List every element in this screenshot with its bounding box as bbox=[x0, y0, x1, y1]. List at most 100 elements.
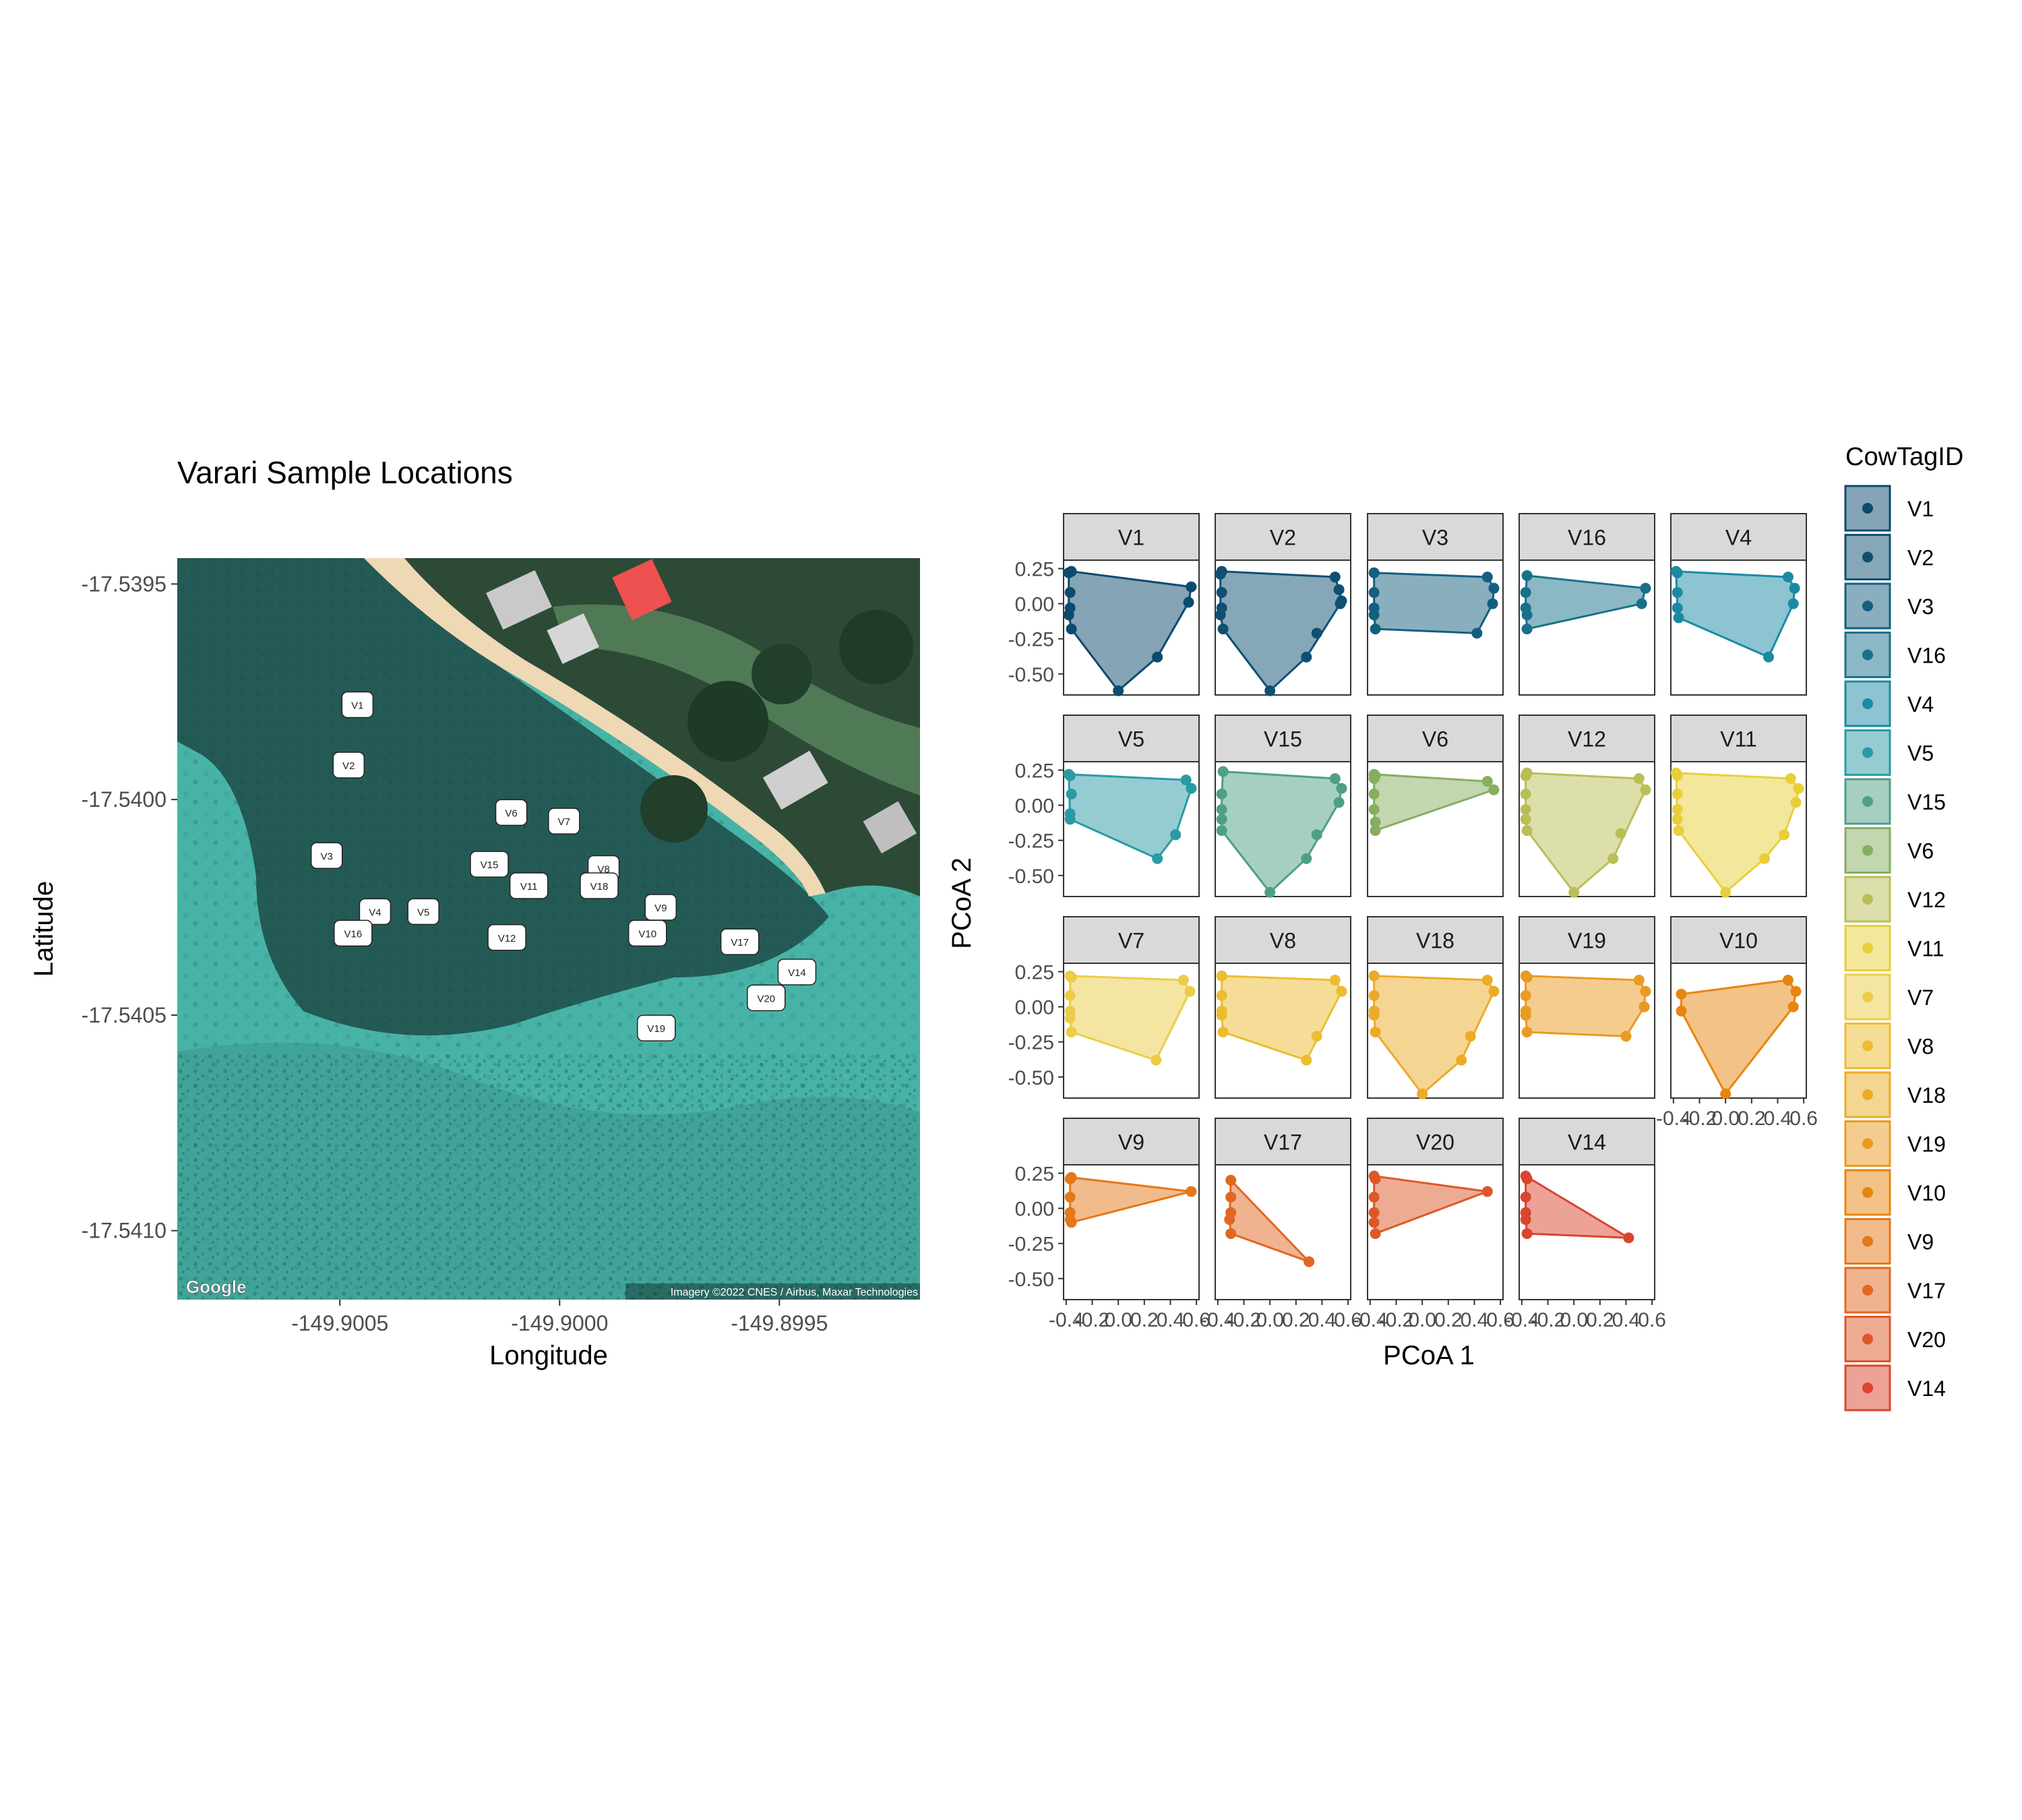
point-v18 bbox=[1456, 1055, 1467, 1066]
legend-item-v10: V10 bbox=[1845, 1170, 1946, 1215]
map-label-text: V16 bbox=[344, 928, 362, 940]
point-v8 bbox=[1217, 990, 1227, 1001]
map-label-text: V19 bbox=[647, 1023, 665, 1035]
point-v11 bbox=[1672, 789, 1683, 799]
map-label-text: V6 bbox=[505, 808, 517, 819]
point-v11 bbox=[1785, 773, 1796, 784]
point-v11 bbox=[1720, 887, 1731, 898]
point-v10 bbox=[1720, 1089, 1731, 1099]
point-v20 bbox=[1369, 1207, 1380, 1218]
point-v17 bbox=[1225, 1228, 1236, 1239]
point-v17 bbox=[1225, 1192, 1236, 1203]
legend-item-v19: V19 bbox=[1845, 1122, 1946, 1166]
map-attribution: Imagery ©2022 CNES / Airbus, Maxar Techn… bbox=[671, 1287, 918, 1298]
facet-v9: V9 0.25 0.00 -0.25 -0.50 -0.4-0.20.00.20.40.6 bbox=[1008, 1118, 1211, 1331]
y-tick-label: 0.00 bbox=[1015, 594, 1054, 616]
facet-v7: V70.250.00-0.25-0.50 bbox=[1008, 917, 1199, 1098]
point-v6 bbox=[1369, 773, 1380, 784]
point-v14 bbox=[1521, 1214, 1531, 1225]
point-v12 bbox=[1521, 804, 1531, 815]
y-tick-label: -0.50 bbox=[1008, 1269, 1054, 1291]
map-label-v9: V9 bbox=[645, 894, 676, 920]
point-v4 bbox=[1783, 572, 1794, 582]
map-panel: Varari Sample Locations Google Imagery ©… bbox=[29, 455, 920, 1370]
legend-label: V19 bbox=[1907, 1132, 1946, 1157]
map-label-text: V15 bbox=[481, 859, 499, 871]
point-v18 bbox=[1417, 1089, 1428, 1099]
point-v12 bbox=[1640, 785, 1651, 795]
map-label-v17: V17 bbox=[721, 929, 759, 954]
point-v17 bbox=[1224, 1214, 1235, 1225]
x-tick-label: 0.2 bbox=[1738, 1108, 1766, 1130]
legend-key-point bbox=[1862, 1089, 1873, 1100]
point-v1 bbox=[1186, 582, 1196, 593]
point-v3 bbox=[1369, 568, 1380, 578]
point-v9 bbox=[1186, 1186, 1196, 1197]
point-v2 bbox=[1217, 566, 1227, 577]
point-v3 bbox=[1482, 572, 1493, 582]
point-v16 bbox=[1521, 587, 1531, 598]
point-v11 bbox=[1674, 825, 1684, 836]
x-tick-label: 0.4 bbox=[1157, 1309, 1185, 1331]
point-v11 bbox=[1759, 853, 1770, 864]
point-v15 bbox=[1334, 797, 1345, 808]
point-v12 bbox=[1522, 825, 1533, 836]
point-v20 bbox=[1370, 1174, 1381, 1184]
facet-v17: V17-0.4-0.20.00.20.40.6 bbox=[1200, 1118, 1362, 1331]
point-v17 bbox=[1304, 1256, 1314, 1267]
point-v16 bbox=[1636, 599, 1647, 609]
legend-label: V8 bbox=[1907, 1035, 1934, 1059]
x-tick-label: 0.2 bbox=[1130, 1309, 1159, 1331]
point-v4 bbox=[1672, 603, 1683, 613]
facet-v14: V14-0.4-0.20.00.20.40.6 bbox=[1504, 1118, 1666, 1331]
legend-label: V15 bbox=[1907, 790, 1946, 814]
y-tick-label: 0.25 bbox=[1015, 962, 1054, 984]
point-v12 bbox=[1522, 768, 1533, 779]
point-v8 bbox=[1217, 1010, 1227, 1021]
facet-strip-label: V11 bbox=[1720, 727, 1757, 752]
facet-strip-label: V15 bbox=[1264, 727, 1302, 752]
legend-key-point bbox=[1862, 1041, 1873, 1052]
legend-label: V10 bbox=[1907, 1181, 1946, 1205]
map-label-v14: V14 bbox=[778, 959, 816, 985]
facet-strip-label: V4 bbox=[1725, 526, 1752, 550]
legend-label: V18 bbox=[1907, 1083, 1946, 1108]
facet-strip-label: V9 bbox=[1118, 1130, 1144, 1155]
facet-v5: V5 0.25 0.00 -0.25 -0.50 bbox=[1008, 715, 1199, 897]
map-label-v3: V3 bbox=[311, 843, 342, 868]
map-label-text: V7 bbox=[558, 816, 570, 828]
point-v11 bbox=[1793, 783, 1804, 794]
point-v15 bbox=[1264, 887, 1275, 898]
facet-v15: V15 bbox=[1215, 715, 1351, 898]
x-tick-label: 0.4 bbox=[1308, 1309, 1337, 1331]
facet-strip-label: V2 bbox=[1270, 526, 1296, 550]
x-tick-label: 0.4 bbox=[1764, 1108, 1792, 1130]
x-tick-label: 0.0 bbox=[1560, 1309, 1588, 1331]
point-v14 bbox=[1522, 1174, 1533, 1184]
point-v4 bbox=[1672, 587, 1683, 598]
point-v2 bbox=[1330, 572, 1341, 582]
point-v19 bbox=[1521, 1010, 1531, 1021]
facet-strip-label: V12 bbox=[1568, 727, 1606, 752]
legend-item-v18: V18 bbox=[1845, 1072, 1946, 1117]
facet-strip-label: V6 bbox=[1422, 727, 1448, 752]
point-v18 bbox=[1465, 1031, 1476, 1041]
point-v4 bbox=[1788, 599, 1799, 609]
map-x-tick-label: -149.8995 bbox=[731, 1311, 828, 1335]
legend-key-point bbox=[1862, 650, 1873, 661]
map-title: Varari Sample Locations bbox=[177, 455, 513, 490]
legend-item-v9: V9 bbox=[1845, 1219, 1934, 1264]
point-v11 bbox=[1779, 829, 1789, 840]
y-tick-label: -0.50 bbox=[1008, 866, 1054, 888]
y-tick-label: -0.25 bbox=[1008, 830, 1054, 853]
facet-strip-label: V19 bbox=[1568, 929, 1606, 953]
facet-strip-label: V5 bbox=[1118, 727, 1144, 752]
y-tick-label: 0.00 bbox=[1015, 1199, 1054, 1221]
legend-key-point bbox=[1862, 1139, 1873, 1149]
map-x-tick-label: -149.9005 bbox=[291, 1311, 388, 1335]
point-v1 bbox=[1065, 587, 1076, 598]
y-tick-label: 0.25 bbox=[1015, 559, 1054, 581]
legend-label: V14 bbox=[1907, 1376, 1946, 1401]
point-v15 bbox=[1217, 804, 1227, 815]
point-v4 bbox=[1789, 583, 1800, 594]
